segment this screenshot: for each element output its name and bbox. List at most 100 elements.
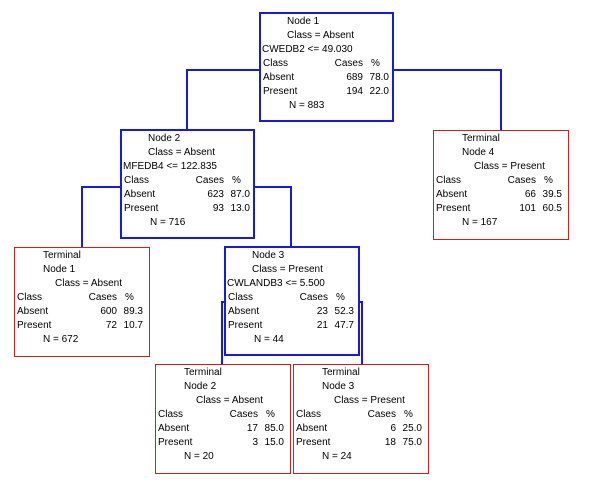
- edge-node-1-to-terminal-4: [394, 69, 502, 130]
- row-pct: 39.5: [542, 189, 562, 200]
- node-n: N = 883: [289, 100, 325, 111]
- row-cases: 3: [252, 437, 258, 448]
- row-class-absent: Absent: [228, 306, 260, 317]
- node-title: Node 2: [148, 133, 181, 144]
- row-cases: 72: [105, 320, 117, 331]
- header-pct: %: [371, 58, 380, 69]
- split-rule: CWEDB2 <= 49.030: [262, 44, 353, 55]
- node-class: Class = Absent: [196, 395, 263, 406]
- node-class: Class = Present: [334, 395, 405, 406]
- split-rule: MFEDB4 <= 122.835: [123, 161, 217, 172]
- row-pct: 47.7: [334, 320, 354, 331]
- row-pct: 25.0: [402, 423, 422, 434]
- node-2-split-node: Node 2 Class = Absent MFEDB4 <= 122.835 Cla…: [120, 129, 255, 239]
- terminal-1-terminal-node: Terminal Node 1 Class = Absent Class Cases% A…: [14, 247, 150, 357]
- header-pct: %: [125, 292, 134, 303]
- row-cases: 101: [519, 203, 536, 214]
- split-rule: CWLANDB3 <= 5.500: [227, 278, 325, 289]
- header-cases: Cases: [367, 409, 396, 420]
- header-cases: Cases: [299, 292, 328, 303]
- row-cases: 93: [212, 203, 224, 214]
- header-class: Class: [263, 58, 289, 69]
- row-class-absent: Absent: [296, 423, 328, 434]
- row-class-present: Present: [263, 86, 298, 97]
- terminal-tag: Terminal: [43, 250, 81, 261]
- row-pct: 10.7: [123, 320, 143, 331]
- node-class: Class = Present: [474, 161, 545, 172]
- terminal-tag: Terminal: [322, 367, 360, 378]
- header-cases: Cases: [88, 292, 117, 303]
- row-pct: 85.0: [264, 423, 284, 434]
- header-pct: %: [266, 409, 275, 420]
- terminal-4-terminal-node: Terminal Node 4 Class = Present Class Cases%…: [433, 130, 569, 240]
- node-title: Node 2: [184, 381, 217, 392]
- node-class: Class = Absent: [148, 147, 215, 158]
- row-cases: 17: [246, 423, 258, 434]
- node-n: N = 716: [150, 217, 186, 228]
- row-class-absent: Absent: [158, 423, 190, 434]
- edge-node-3-to-terminal-3: [360, 301, 363, 364]
- edge-node-2-to-node-3: [255, 186, 292, 246]
- header-pct: %: [336, 292, 345, 303]
- row-cases: 23: [316, 306, 328, 317]
- row-class-absent: Absent: [436, 189, 468, 200]
- row-pct: 75.0: [402, 437, 422, 448]
- row-class-present: Present: [158, 437, 193, 448]
- node-class: Class = Absent: [287, 30, 354, 41]
- header-pct: %: [544, 175, 553, 186]
- header-pct: %: [404, 409, 413, 420]
- row-pct: 87.0: [230, 189, 250, 200]
- header-cases: Cases: [334, 58, 363, 69]
- row-cases: 18: [384, 437, 396, 448]
- row-cases: 66: [524, 189, 536, 200]
- row-cases: 623: [207, 189, 224, 200]
- node-n: N = 24: [322, 451, 352, 462]
- row-pct: 22.0: [369, 86, 389, 97]
- row-class-absent: Absent: [124, 189, 156, 200]
- edge-node-3-to-terminal-2: [221, 301, 224, 364]
- terminal-3-terminal-node: Terminal Node 3 Class = Present Class Cases%…: [293, 364, 429, 474]
- row-pct: 15.0: [264, 437, 284, 448]
- node-title: Node 1: [287, 16, 320, 27]
- row-class-present: Present: [296, 437, 331, 448]
- node-class: Class = Absent: [55, 278, 122, 289]
- terminal-tag: Terminal: [462, 133, 500, 144]
- node-n: N = 167: [462, 217, 498, 228]
- terminal-2-terminal-node: Terminal Node 2 Class = Absent Class Cases% A…: [155, 364, 291, 474]
- row-cases: 21: [316, 320, 328, 331]
- row-cases: 600: [100, 306, 117, 317]
- node-title: Node 3: [322, 381, 355, 392]
- header-class: Class: [17, 292, 43, 303]
- row-class-present: Present: [17, 320, 52, 331]
- header-pct: %: [232, 175, 241, 186]
- node-title: Node 1: [43, 264, 76, 275]
- row-pct: 52.3: [334, 306, 354, 317]
- header-class: Class: [124, 175, 150, 186]
- header-class: Class: [228, 292, 254, 303]
- row-class-present: Present: [228, 320, 263, 331]
- row-cases: 194: [346, 86, 363, 97]
- node-n: N = 20: [184, 451, 214, 462]
- header-class: Class: [296, 409, 322, 420]
- terminal-tag: Terminal: [184, 367, 222, 378]
- row-class-absent: Absent: [17, 306, 49, 317]
- header-class: Class: [158, 409, 184, 420]
- row-pct: 13.0: [230, 203, 250, 214]
- row-pct: 60.5: [542, 203, 562, 214]
- edge-node-1-to-node-2: [186, 69, 259, 129]
- node-title: Node 3: [252, 250, 285, 261]
- node-3-split-node: Node 3 Class = Present CWLANDB3 <= 5.500 Cl…: [224, 246, 360, 356]
- row-class-absent: Absent: [263, 72, 295, 83]
- node-1-split-node: Node 1 Class = Absent CWEDB2 <= 49.030 Clas…: [259, 12, 394, 122]
- node-n: N = 672: [43, 334, 79, 345]
- row-cases: 689: [346, 72, 363, 83]
- header-cases: Cases: [507, 175, 536, 186]
- header-cases: Cases: [229, 409, 258, 420]
- header-cases: Cases: [195, 175, 224, 186]
- node-n: N = 44: [254, 334, 284, 345]
- node-class: Class = Present: [252, 264, 323, 275]
- header-class: Class: [436, 175, 462, 186]
- edge-node-2-to-terminal-1: [81, 186, 120, 247]
- node-title: Node 4: [462, 147, 495, 158]
